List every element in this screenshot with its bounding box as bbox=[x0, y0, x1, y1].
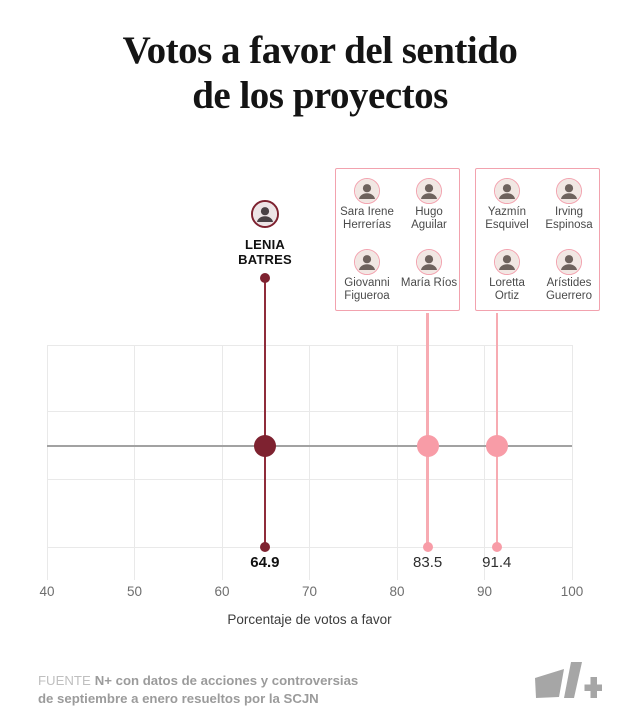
member-name: Yazmín Esquivel bbox=[485, 206, 529, 231]
person-avatar-icon bbox=[495, 179, 519, 203]
stem-end-dot bbox=[491, 542, 502, 552]
member: María Ríos bbox=[398, 240, 460, 311]
v-gridline bbox=[46, 345, 48, 580]
lenia-name: LENIA BATRES bbox=[215, 237, 315, 267]
person-avatar-icon bbox=[253, 202, 277, 226]
member-name: Arístides Guerrero bbox=[545, 276, 593, 302]
value-dot bbox=[416, 435, 439, 457]
title-line-2: de los proyectos bbox=[192, 74, 448, 117]
x-tick-label: 90 bbox=[476, 584, 493, 599]
member: Giovanni Figueroa bbox=[336, 240, 398, 311]
member: Yazmín Esquivel bbox=[476, 169, 538, 240]
member-name: Hugo Aguilar bbox=[411, 206, 447, 231]
member-name: Sara Irene Herrerías bbox=[340, 206, 394, 231]
member: Hugo Aguilar bbox=[398, 169, 460, 240]
x-tick-label: 60 bbox=[214, 584, 230, 599]
member-avatar bbox=[416, 248, 442, 275]
value-dot bbox=[253, 435, 276, 457]
footer-source-text-2: de septiembre a enero resueltos por la S… bbox=[38, 691, 319, 706]
nmas-logo-icon bbox=[535, 662, 602, 698]
v-gridline bbox=[309, 345, 310, 580]
footer-source-text-1: N+ con datos de acciones y controversias bbox=[94, 673, 359, 688]
person-avatar-icon bbox=[417, 249, 441, 274]
x-tick-label: 100 bbox=[560, 584, 584, 599]
x-tick-label: 50 bbox=[126, 584, 143, 599]
reference-line bbox=[47, 445, 572, 447]
person-avatar-icon bbox=[495, 249, 519, 274]
x-axis-label: Porcentaje de votos a favor bbox=[227, 612, 392, 627]
member-avatar bbox=[556, 178, 582, 204]
value-label: 64.9 bbox=[250, 554, 280, 571]
member-avatar bbox=[354, 178, 380, 204]
member: Irving Espinosa bbox=[538, 169, 600, 240]
lenia-name-line1: LENIA bbox=[245, 237, 285, 252]
lenia-batres-header: LENIA BATRES bbox=[215, 200, 315, 267]
member-name: María Ríos bbox=[400, 276, 458, 289]
member-avatar bbox=[494, 248, 520, 275]
lenia-name-line2: BATRES bbox=[238, 252, 292, 267]
member: Arístides Guerrero bbox=[538, 240, 600, 311]
member-name: Loretta Ortiz bbox=[489, 276, 525, 302]
v-gridline bbox=[571, 345, 573, 580]
lenia-avatar bbox=[251, 200, 279, 228]
group-box-1: Sara Irene Herrerías Hugo Aguilar Giovan… bbox=[335, 168, 460, 311]
member-name: Irving Espinosa bbox=[545, 206, 593, 231]
v-gridline bbox=[221, 345, 223, 580]
x-tick-label: 70 bbox=[301, 584, 318, 599]
v-gridline bbox=[484, 345, 485, 580]
person-avatar-icon bbox=[417, 179, 441, 203]
stem bbox=[263, 278, 267, 547]
member-name: Giovanni Figueroa bbox=[344, 276, 390, 302]
footer-source: FUENTE N+ con datos de acciones y controv… bbox=[38, 672, 358, 708]
stem bbox=[426, 313, 429, 547]
stem-end-dot bbox=[422, 542, 433, 552]
v-gridline bbox=[396, 345, 398, 580]
page-title: Votos a favor del sentido de los proyect… bbox=[0, 28, 640, 118]
member-avatar bbox=[416, 178, 442, 204]
member-avatar bbox=[556, 248, 582, 275]
x-tick-label: 40 bbox=[39, 584, 55, 599]
person-avatar-icon bbox=[557, 179, 581, 203]
person-avatar-icon bbox=[355, 179, 379, 203]
person-avatar-icon bbox=[355, 249, 379, 274]
value-label: 91.4 bbox=[482, 554, 512, 571]
x-tick-label: 80 bbox=[389, 584, 405, 599]
value-dot bbox=[485, 435, 508, 457]
value-label: 83.5 bbox=[413, 554, 443, 571]
member-avatar bbox=[494, 178, 520, 204]
stem-end-dot bbox=[259, 542, 270, 552]
stem bbox=[495, 313, 498, 547]
person-avatar-icon bbox=[557, 249, 581, 274]
stem-top-dot bbox=[259, 273, 270, 283]
footer-line-1: FUENTE N+ con datos de acciones y controv… bbox=[38, 672, 358, 690]
member: Sara Irene Herrerías bbox=[336, 169, 398, 240]
footer-source-label: FUENTE bbox=[38, 673, 91, 688]
member-avatar bbox=[354, 248, 380, 275]
member: Loretta Ortiz bbox=[476, 240, 538, 311]
v-gridline bbox=[134, 345, 135, 580]
title-line-1: Votos a favor del sentido bbox=[122, 29, 518, 72]
group-box-2: Yazmín Esquivel Irving Espinosa Loretta … bbox=[475, 168, 600, 311]
